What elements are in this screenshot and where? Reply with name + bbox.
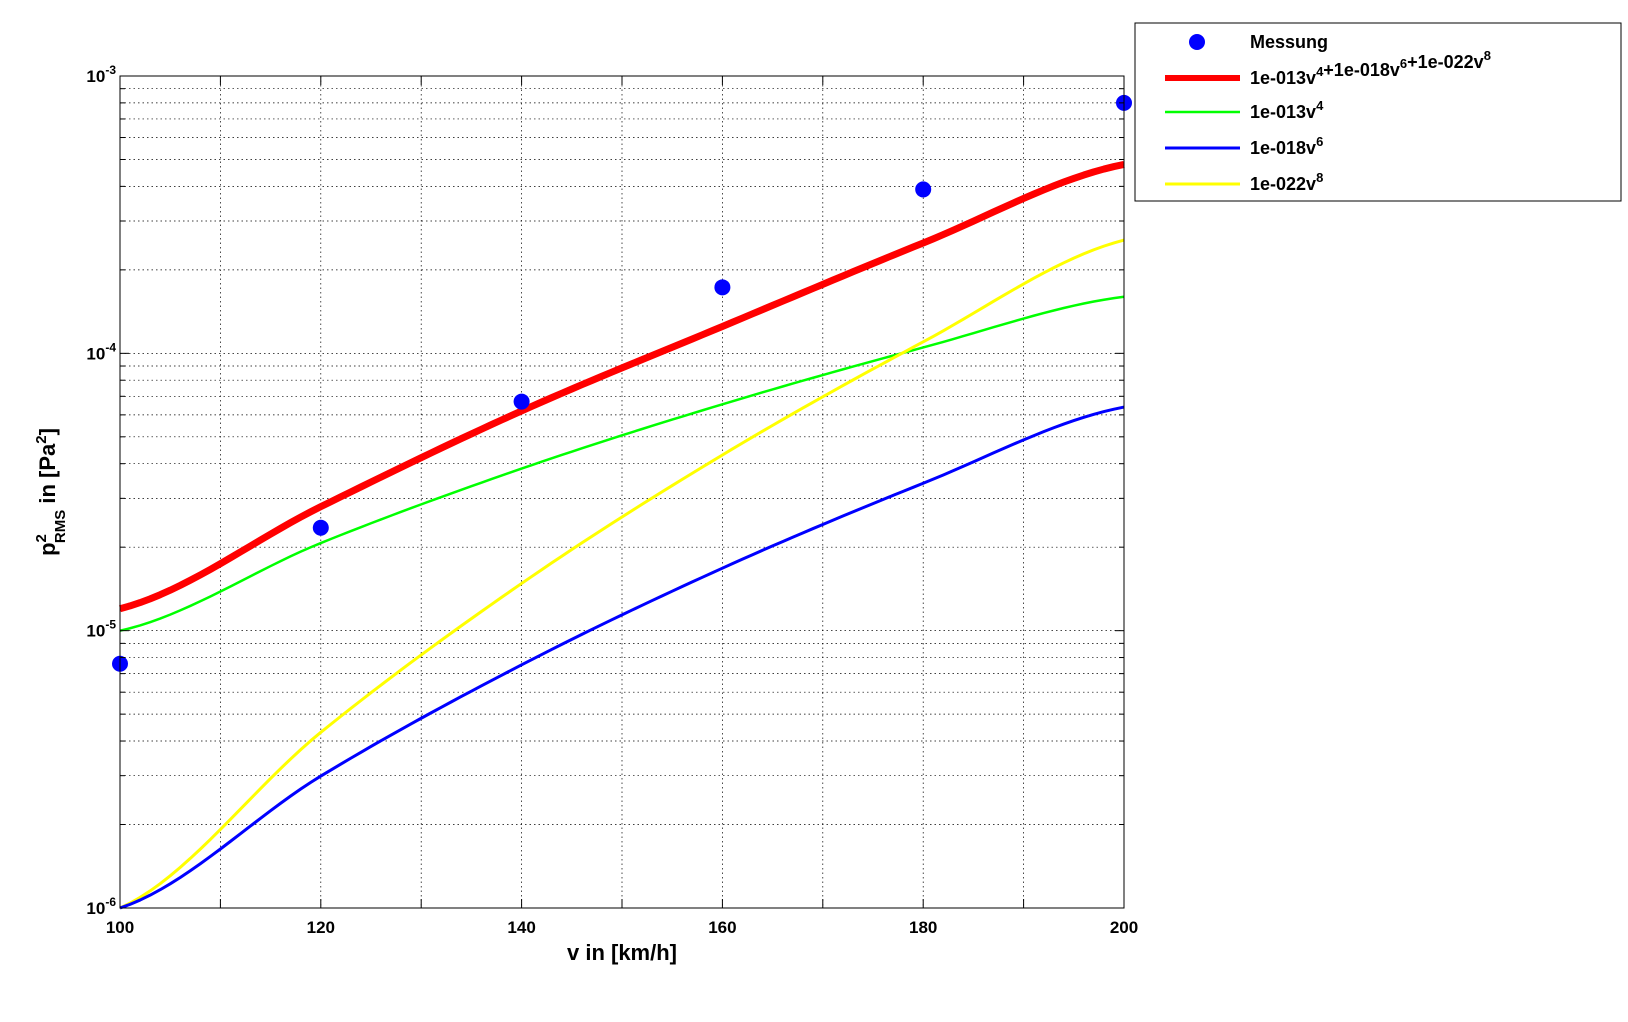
x-tick-label: 180 (909, 918, 937, 937)
y-tick-labels: 10-610-510-410-3 (86, 63, 116, 918)
legend-entries: Messung1e-013v4+1e-018v6+1e-022v81e-013v… (1165, 32, 1491, 194)
legend-label-text: 1e-013v (1250, 68, 1316, 88)
y-tick-label-base: 10 (86, 899, 105, 918)
legend-label: 1e-013v4+1e-018v6+1e-022v8 (1250, 48, 1491, 88)
y-tick-label-base: 10 (86, 622, 105, 641)
legend-entry: Messung (1189, 32, 1328, 52)
series-line-4 (119, 238, 1125, 910)
ticks (119, 75, 1125, 909)
legend-label-exp: 8 (1484, 48, 1491, 63)
y-tick-label-exp: -6 (105, 895, 116, 909)
y-axis-title: p2 RMS in [Pa2] (33, 428, 69, 556)
y-tick-label-base: 10 (86, 67, 105, 86)
legend-entry: 1e-018v6 (1165, 134, 1323, 158)
x-axis-title: v in [km/h] (567, 940, 677, 965)
messung-point (714, 279, 731, 296)
legend-label-exp: 4 (1316, 64, 1324, 79)
legend-label: Messung (1250, 32, 1328, 52)
x-tick-label: 200 (1110, 918, 1138, 937)
legend-label-text: 1e-022v (1250, 174, 1316, 194)
y-tick-label-exp: -5 (105, 618, 116, 632)
legend-label: 1e-022v8 (1250, 170, 1323, 194)
series-lines (119, 160, 1125, 910)
y-axis-title-sub: RMS (52, 510, 69, 543)
y-tick-label-base: 10 (86, 344, 105, 363)
y-tick-label: 10-6 (86, 895, 116, 918)
legend-label-exp: 6 (1400, 56, 1407, 71)
legend-label-text: +1e-022v (1407, 52, 1484, 72)
y-tick-label: 10-4 (86, 340, 116, 363)
y-axis-title-close: ] (35, 428, 60, 435)
legend-label-text: 1e-018v (1250, 138, 1316, 158)
legend-label-exp: 8 (1316, 170, 1323, 185)
legend-label-exp: 6 (1316, 134, 1323, 149)
legend-label-text: +1e-018v (1323, 60, 1400, 80)
y-tick-label-exp: -3 (105, 63, 116, 77)
series-line-2 (119, 295, 1125, 632)
legend-label-text: 1e-013v (1250, 102, 1316, 122)
legend-entry: 1e-022v8 (1165, 170, 1323, 194)
y-tick-label: 10-3 (86, 63, 116, 86)
legend-label-exp: 4 (1316, 98, 1324, 113)
y-tick-label-exp: -4 (105, 340, 116, 354)
x-tick-label: 140 (507, 918, 535, 937)
x-tick-label: 100 (106, 918, 134, 937)
legend-entry: 1e-013v4+1e-018v6+1e-022v8 (1165, 48, 1491, 88)
y-tick-label: 10-5 (86, 618, 116, 641)
legend: Messung1e-013v4+1e-018v6+1e-022v81e-013v… (1134, 22, 1622, 202)
y-axis-title-sup: 2 (33, 534, 50, 542)
x-tick-labels: 100 120 140 160 180 200 (106, 918, 1138, 937)
y-axis-title-base: p (35, 542, 60, 555)
legend-label: 1e-013v4 (1250, 98, 1324, 122)
series-line-3 (119, 405, 1125, 910)
messung-point (915, 181, 932, 198)
y-axis-title-rest-sup: 2 (33, 435, 50, 443)
legend-marker (1189, 34, 1205, 50)
legend-label-text: Messung (1250, 32, 1328, 52)
grid (120, 76, 1124, 908)
x-tick-label: 120 (307, 918, 335, 937)
legend-entry: 1e-013v4 (1165, 98, 1324, 122)
series-line-1 (119, 160, 1125, 613)
legend-label: 1e-018v6 (1250, 134, 1323, 158)
y-axis-title-rest: in [Pa (35, 443, 60, 510)
messung-point (513, 393, 530, 410)
messung-point (312, 519, 329, 536)
x-tick-label: 160 (708, 918, 736, 937)
